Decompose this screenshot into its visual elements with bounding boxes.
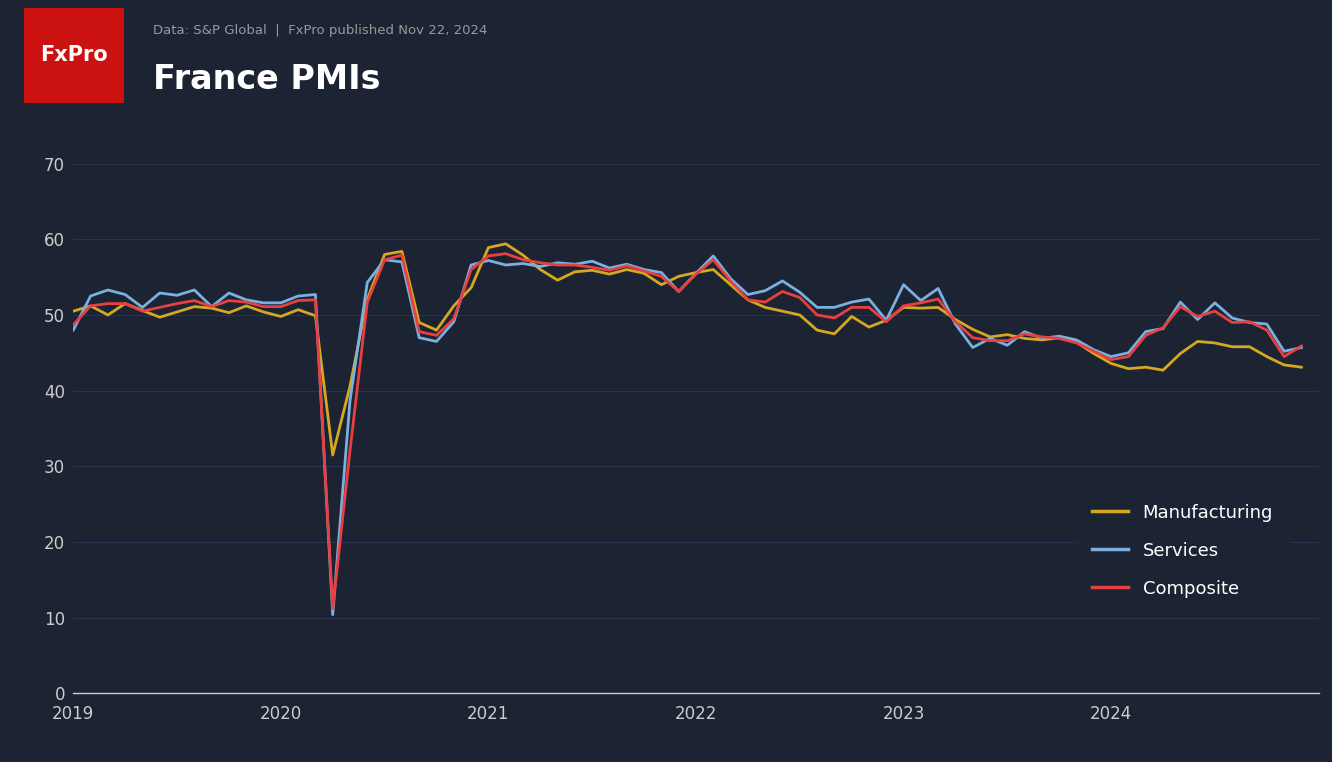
Text: France PMIs: France PMIs	[153, 63, 381, 96]
Text: FxPro: FxPro	[40, 45, 108, 66]
FancyBboxPatch shape	[24, 8, 124, 103]
Text: Data: S&P Global  |  FxPro published Nov 22, 2024: Data: S&P Global | FxPro published Nov 2…	[153, 24, 488, 37]
Legend: Manufacturing, Services, Composite: Manufacturing, Services, Composite	[1074, 485, 1291, 616]
